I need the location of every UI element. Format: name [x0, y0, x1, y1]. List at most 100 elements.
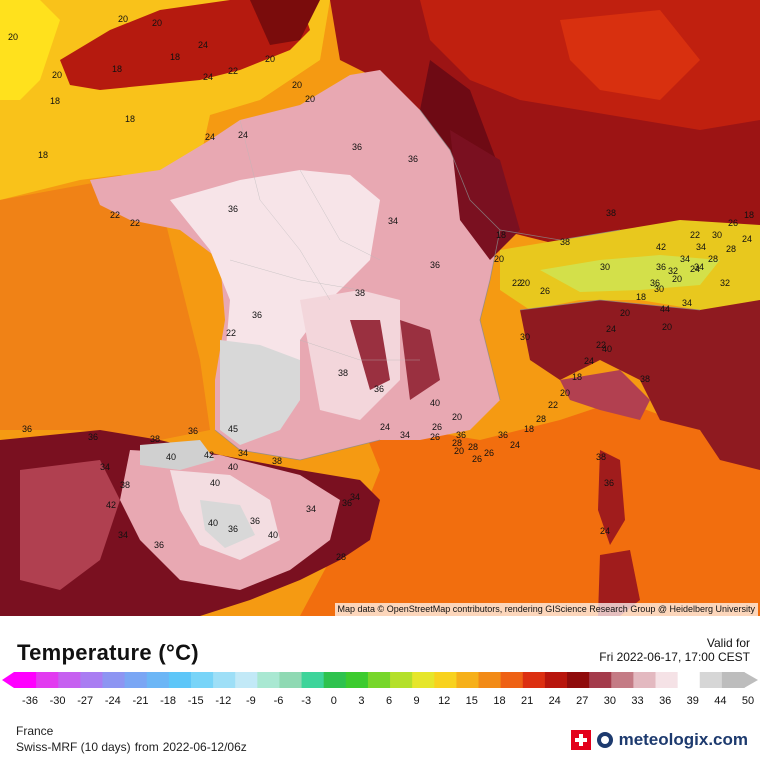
temperature-label: 18 [50, 96, 60, 106]
scale-tick-label: -6 [274, 695, 284, 707]
temperature-label: 42 [106, 500, 116, 510]
scale-max-arrow [744, 672, 758, 688]
scale-cell [544, 672, 568, 688]
uk-land [60, 0, 310, 90]
valid-label: Valid for [706, 636, 750, 650]
temperature-label: 26 [432, 422, 442, 432]
temperature-label: 24 [380, 422, 390, 432]
temperature-label: 36 [250, 516, 260, 526]
scale-tick-label: -12 [215, 695, 231, 707]
temperature-label: 34 [682, 298, 692, 308]
temperature-label: 26 [472, 454, 482, 464]
temperature-label: 26 [430, 432, 440, 442]
scale-cell [367, 672, 391, 688]
temperature-label: 34 [350, 492, 360, 502]
temperature-label: 38 [272, 456, 282, 466]
scale-tick-label: -9 [246, 695, 256, 707]
temperature-label: 45 [228, 424, 238, 434]
scale-cell [168, 672, 192, 688]
scale-tick-label: 3 [358, 695, 364, 707]
temperature-label: 40 [268, 530, 278, 540]
color-scale-cells [2, 672, 758, 688]
temperature-label: 24 [742, 234, 752, 244]
uk-land-hot [250, 0, 320, 45]
temperature-label: 24 [238, 130, 248, 140]
scale-tick-label: -21 [133, 695, 149, 707]
temperature-label: 24 [584, 356, 594, 366]
temperature-label: 40 [228, 462, 238, 472]
temperature-label: 34 [694, 262, 704, 272]
temperature-label: 20 [672, 274, 682, 284]
temperature-label: 34 [306, 504, 316, 514]
region-borders [229, 119, 420, 361]
temperature-label: 18 [572, 372, 582, 382]
temperature-label: 20 [292, 80, 302, 90]
scale-cell [456, 672, 480, 688]
scale-min-arrow [2, 672, 14, 688]
temperature-map[interactable]: 20 20 20 24 18 20 20 18 24 22 20 18 20 18 18 24 24 36 36 22… [0, 0, 760, 616]
scale-tick-label: -24 [105, 695, 121, 707]
swiss-flag-icon [570, 730, 591, 750]
temperature-label: 30 [712, 230, 722, 240]
scale-cell [478, 672, 502, 688]
temperature-label: 38 [338, 368, 348, 378]
scale-cell [677, 672, 701, 688]
country-borders [214, 109, 701, 461]
scale-tick-label: 24 [549, 695, 561, 707]
temperature-label: 26 [728, 218, 738, 228]
scale-tick-label: 18 [493, 695, 505, 707]
spain-north-west [20, 460, 120, 590]
temperature-label: 18 [112, 64, 122, 74]
temperature-label: 24 [606, 324, 616, 334]
color-scale: -36 -30 -27 -24 -21 -18 -15 -12 -9 -6 -3 0 3 6 9 12 15 18… [2, 672, 758, 707]
brand[interactable]: meteologix.com [570, 730, 748, 750]
scale-tick-label: 44 [714, 695, 726, 707]
scale-tick-label: 12 [438, 695, 450, 707]
scale-tick-label: -3 [301, 695, 311, 707]
temperature-label: 28 [468, 442, 478, 452]
scale-tick-label: -30 [50, 695, 66, 707]
temperature-label: 20 [454, 446, 464, 456]
scale-cell [213, 672, 236, 688]
scale-tick-label: 15 [466, 695, 478, 707]
scale-cell [301, 672, 325, 688]
scale-cell [146, 672, 170, 688]
scale-cell [257, 672, 281, 688]
scale-tick-label: -15 [188, 695, 204, 707]
temperature-label: 40 [210, 478, 220, 488]
scale-tick-label: 39 [687, 695, 699, 707]
scale-cell [345, 672, 369, 688]
scale-cell [500, 672, 524, 688]
temperature-label: 24 [203, 72, 213, 82]
scale-cell [80, 672, 104, 688]
scale-cell [522, 672, 546, 688]
scale-tick-label: 21 [521, 695, 533, 707]
scale-cell [412, 672, 435, 688]
temperature-label: 42 [656, 242, 666, 252]
temperature-label: 20 [8, 32, 18, 42]
scale-cell [655, 672, 679, 688]
scale-tick-label: 36 [659, 695, 671, 707]
map-attribution: Map data © OpenStreetMap contributors, r… [334, 603, 758, 616]
scale-tick-label: -36 [22, 695, 38, 707]
temperature-label: 36 [342, 498, 352, 508]
temperature-label: 28 [336, 552, 346, 562]
legend-title: Temperature (°C) [17, 640, 199, 665]
temperature-label: 26 [484, 448, 494, 458]
scale-cell [589, 672, 612, 688]
temperature-label: 18 [524, 424, 534, 434]
scale-cell [567, 672, 590, 688]
meteologix-logo-icon [596, 732, 613, 748]
valid-time: Fri 2022-06-17, 17:00 CEST [599, 650, 750, 664]
scale-cell [633, 672, 657, 688]
temperature-label: 36 [650, 278, 660, 288]
sardinia [598, 550, 640, 616]
color-scale-ticks: -36 -30 -27 -24 -21 -18 -15 -12 -9 -6 -3 0 3 6 9 12 15 18… [22, 695, 754, 707]
po-valley [560, 370, 650, 420]
temperature-label: 28 [536, 414, 546, 424]
temperature-label: 34 [118, 530, 128, 540]
temperature-label: 40 [602, 344, 612, 354]
temperature-label: 38 [560, 237, 570, 247]
